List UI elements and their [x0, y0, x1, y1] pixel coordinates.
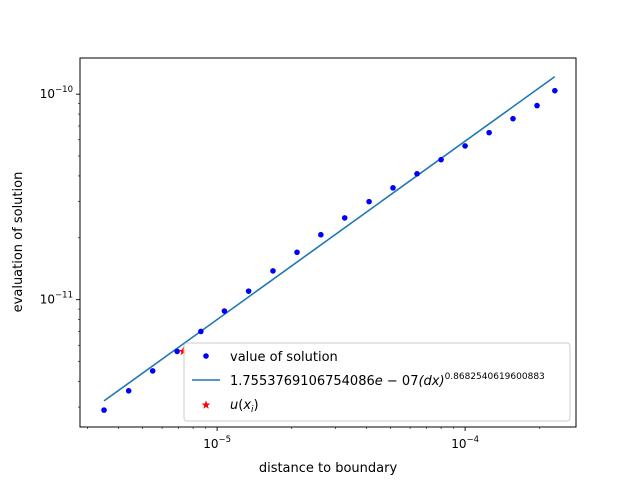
y-axis-label: evaluation of solution: [11, 172, 26, 313]
x-axis-label: distance to boundary: [259, 461, 398, 476]
data-point: [390, 185, 396, 191]
fit-power: 0.8682540619600883: [445, 372, 545, 382]
axes-frame: [79, 57, 577, 428]
data-point: [510, 115, 516, 122]
ticks-layer: 10−5 10−4 10−11 10−10: [40, 85, 541, 451]
x-tick-label: 10−5: [203, 435, 231, 451]
data-point: [101, 407, 107, 413]
data-point: [366, 198, 372, 205]
x-tick-label: 10−4: [451, 435, 479, 451]
data-point: [438, 156, 444, 163]
data-point: [221, 308, 228, 314]
data-point: [552, 87, 558, 94]
data-point: [341, 215, 348, 221]
data-point: [245, 288, 252, 294]
data-point: [318, 231, 324, 238]
legend: value of solution 1.7553769106754086e − …: [183, 342, 571, 422]
legend-label-value-of-solution: value of solution: [230, 350, 338, 365]
data-point: [270, 268, 276, 274]
u-paren-open: (: [238, 398, 243, 413]
fit-minus: −: [383, 374, 402, 389]
fit-line: [103, 75, 556, 402]
legend-marker-u-xi: [201, 400, 211, 409]
fit-exp10: 07: [402, 374, 419, 389]
star-point-u-xi: [178, 346, 188, 356]
data-point: [149, 368, 156, 374]
series-layer: [101, 75, 558, 413]
x-symbol: x: [242, 398, 251, 413]
fit-e: e: [375, 374, 383, 389]
legend-label-fit-line: 1.7553769106754086e − 07(dx)0.8682540619…: [230, 372, 545, 389]
fit-coefficient: 1.7553769106754086: [230, 374, 375, 389]
legend-label-u-xi: u(xi): [230, 398, 259, 415]
u-paren-close: ): [254, 398, 259, 413]
fit-dx: (dx): [418, 374, 444, 389]
data-point: [414, 170, 420, 177]
data-point: [125, 388, 132, 394]
legend-marker-value-of-solution: [203, 353, 209, 359]
data-point: [534, 102, 540, 109]
y-tick-label: 10−11: [40, 291, 73, 307]
data-point: [198, 328, 204, 335]
legend-box: [183, 342, 571, 422]
y-tick-label: 10−10: [40, 85, 73, 101]
data-point: [174, 348, 180, 355]
data-point: [486, 129, 492, 136]
i-subscript: i: [251, 405, 254, 415]
data-point: [462, 143, 468, 149]
u-symbol: u: [230, 398, 238, 413]
data-point: [294, 249, 300, 256]
